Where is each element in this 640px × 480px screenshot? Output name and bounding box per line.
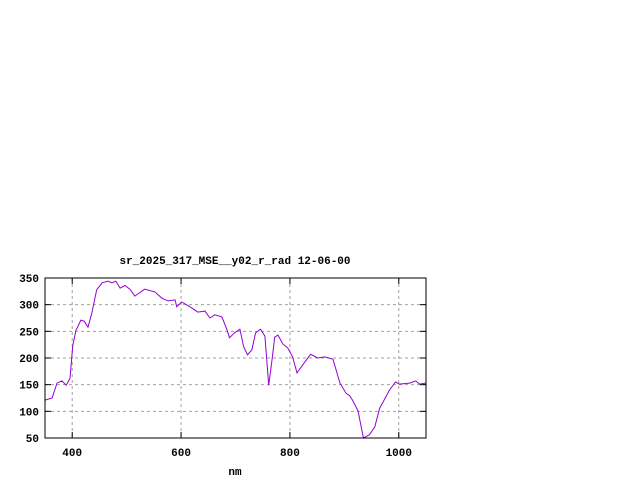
axis-ticks: 50 100 150 200 250 300 350 400 600 800 1000	[19, 274, 426, 460]
y-tick-label: 100	[19, 407, 39, 419]
series-line	[44, 280, 426, 439]
x-axis-label: nm	[228, 467, 242, 479]
x-tick-label: 400	[62, 448, 82, 460]
x-tick-label: 800	[280, 448, 300, 460]
chart-title: sr_2025_317_MSE__y02_r_rad 12-06-00	[119, 256, 350, 268]
y-tick-label: 50	[26, 434, 39, 446]
y-tick-label: 150	[19, 381, 39, 393]
x-tick-label: 600	[171, 448, 191, 460]
plot-border	[44, 277, 427, 439]
x-tick-label: 1000	[386, 448, 412, 460]
y-tick-label: 200	[19, 354, 39, 366]
y-tick-label: 300	[19, 301, 39, 313]
grid	[45, 278, 426, 438]
y-tick-label: 250	[19, 327, 39, 339]
y-tick-label: 350	[19, 274, 39, 286]
